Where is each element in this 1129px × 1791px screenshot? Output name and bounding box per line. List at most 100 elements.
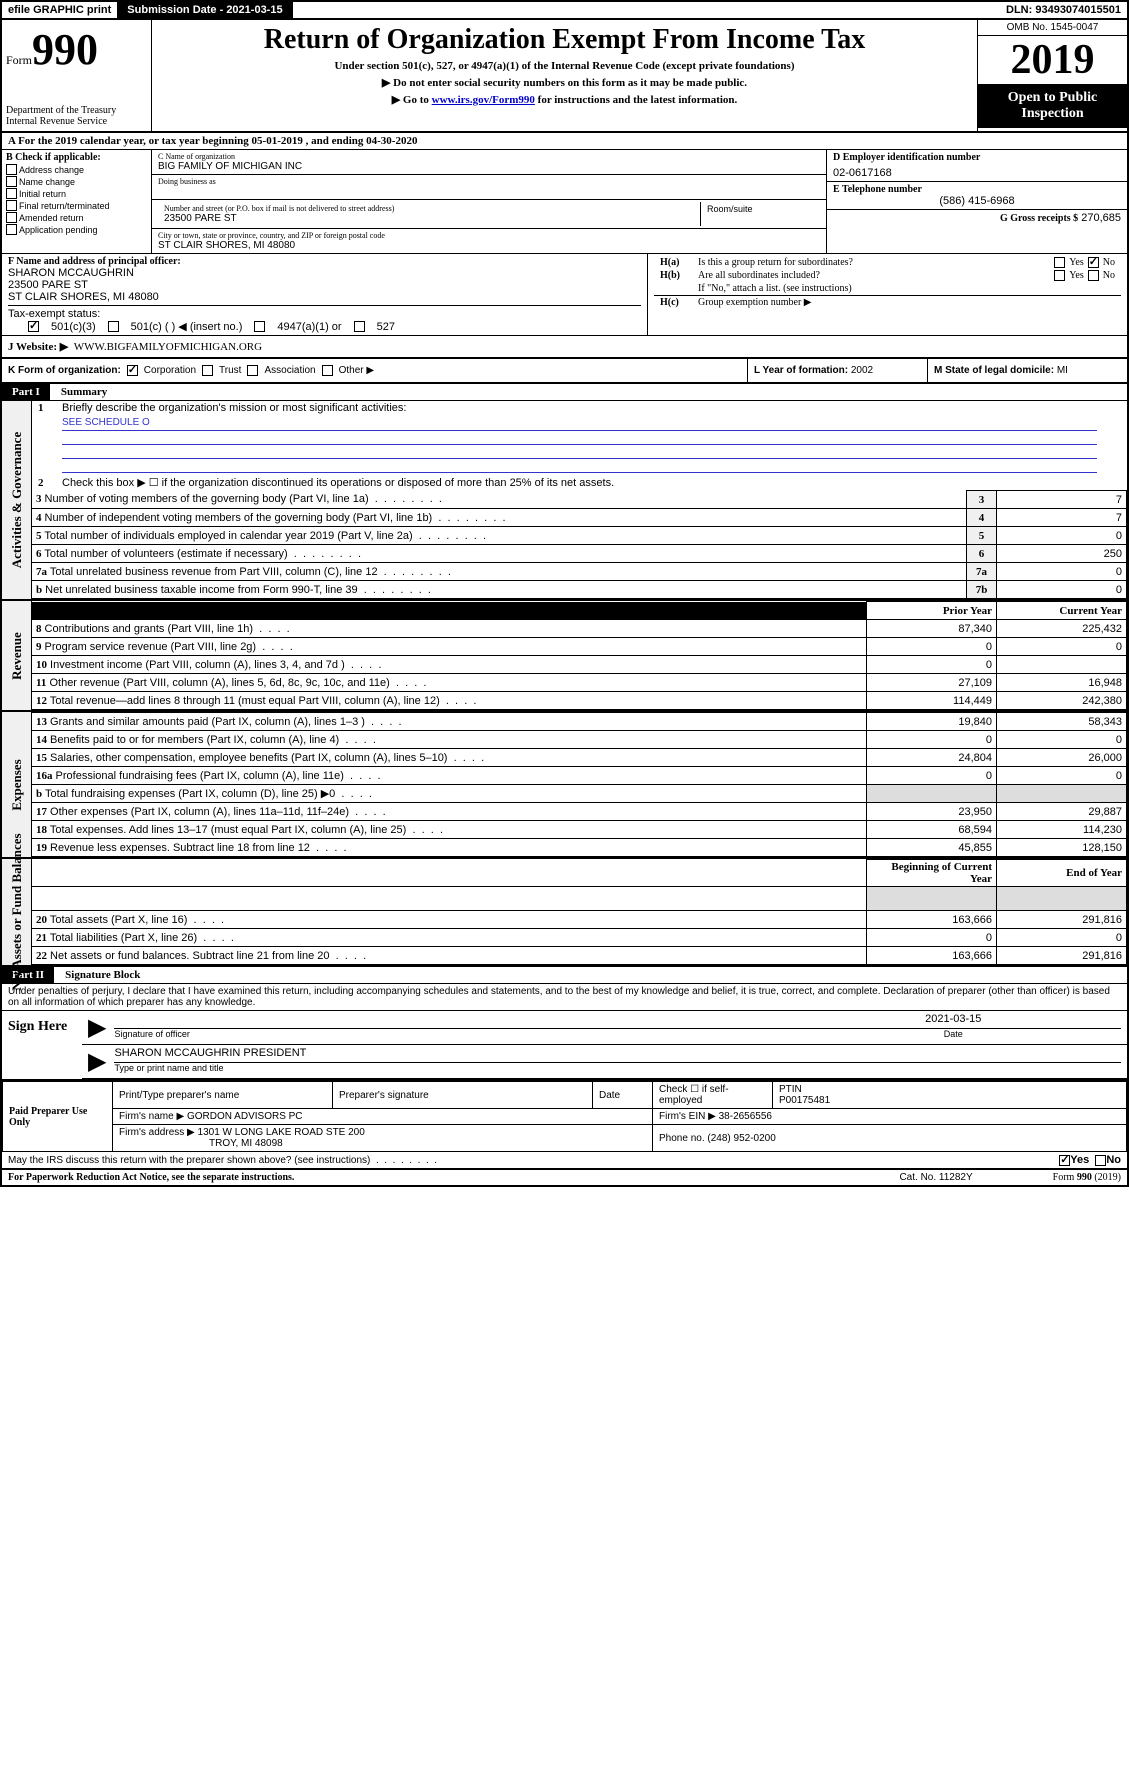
firm-phone: (248) 952-0200 [707, 1133, 775, 1144]
line-19-prior: 45,855 [867, 839, 997, 857]
sig-date: 2021-03-15 [785, 1013, 1121, 1029]
line-13-prior: 19,840 [867, 713, 997, 731]
line-9-current: 0 [997, 638, 1127, 656]
mission-text: SEE SCHEDULE O [62, 417, 1097, 431]
box-b-checkbox-3[interactable] [6, 200, 17, 211]
omb-number: OMB No. 1545-0047 [978, 20, 1127, 36]
form-subtitle: Under section 501(c), 527, or 4947(a)(1)… [162, 60, 967, 72]
instr-goto: ▶ Go to www.irs.gov/Form990 for instruct… [162, 93, 967, 106]
city-label: City or town, state or province, country… [158, 231, 820, 240]
instructions-link[interactable]: www.irs.gov/Form990 [432, 94, 535, 106]
side-governance: Activities & Governance [9, 432, 25, 568]
hb-yes-checkbox[interactable] [1054, 270, 1065, 281]
line-19-current: 128,150 [997, 839, 1127, 857]
perjury-declaration: Under penalties of perjury, I declare th… [2, 984, 1127, 1011]
box-b-checkbox-4[interactable] [6, 212, 17, 223]
501c-checkbox[interactable] [108, 321, 119, 332]
line-14-current: 0 [997, 731, 1127, 749]
tax-period: A For the 2019 calendar year, or tax yea… [2, 133, 1127, 150]
year-formation: 2002 [851, 365, 873, 376]
box-b-checkbox-5[interactable] [6, 224, 17, 235]
street-address: 23500 PARE ST [164, 213, 694, 224]
gross-receipts-value: 270,685 [1081, 212, 1121, 224]
501c3-checkbox[interactable] [28, 321, 39, 332]
line-4-value: 7 [997, 509, 1127, 527]
line-15-current: 26,000 [997, 749, 1127, 767]
line-12-current: 242,380 [997, 692, 1127, 710]
officer-name: SHARON MCCAUGHRIN [8, 267, 641, 279]
box-b-checkbox-1[interactable] [6, 176, 17, 187]
gross-receipts-label: G Gross receipts $ [1000, 213, 1078, 224]
line-17-current: 29,887 [997, 803, 1127, 821]
box-b-checkbox-2[interactable] [6, 188, 17, 199]
form-label: Form [6, 53, 32, 67]
firm-name: GORDON ADVISORS PC [187, 1111, 303, 1122]
527-checkbox[interactable] [354, 321, 365, 332]
line-20-current: 291,816 [997, 911, 1127, 929]
ha-yes-checkbox[interactable] [1054, 257, 1065, 268]
firm-address: 1301 W LONG LAKE ROAD STE 200 [198, 1127, 365, 1138]
line-22-current: 291,816 [997, 947, 1127, 965]
ein-value: 02-0617168 [833, 163, 1121, 179]
tax-exempt-label: Tax-exempt status: [8, 308, 100, 320]
line-b-current [997, 785, 1127, 803]
k-corp-checkbox[interactable] [127, 365, 138, 376]
officer-addr1: 23500 PARE ST [8, 279, 641, 291]
box-b-checkbox-0[interactable] [6, 164, 17, 175]
dept-label: Department of the Treasury Internal Reve… [6, 105, 147, 127]
line-9-prior: 0 [867, 638, 997, 656]
discuss-no-checkbox[interactable] [1095, 1155, 1106, 1166]
line-15-prior: 24,804 [867, 749, 997, 767]
phone-label: E Telephone number [833, 184, 1121, 195]
submission-date: Submission Date - 2021-03-15 [117, 2, 292, 18]
sign-here-label: Sign Here [2, 1011, 82, 1079]
instr-ssn: ▶ Do not enter social security numbers o… [162, 76, 967, 89]
phone-value: (586) 415-6968 [833, 195, 1121, 207]
line-8-prior: 87,340 [867, 620, 997, 638]
officer-printed-name: SHARON MCCAUGHRIN PRESIDENT [114, 1047, 1121, 1063]
part1-title: Summary [53, 386, 107, 398]
org-name: BIG FAMILY OF MICHIGAN INC [158, 161, 820, 172]
officer-label: F Name and address of principal officer: [8, 256, 641, 267]
discuss-question: May the IRS discuss this return with the… [8, 1155, 1059, 1166]
line-8-current: 225,432 [997, 620, 1127, 638]
line-b-prior [867, 785, 997, 803]
dln: DLN: 93493074015501 [1000, 2, 1127, 18]
dba-label: Doing business as [158, 177, 820, 186]
side-expenses: Expenses [9, 759, 25, 810]
state-domicile: MI [1057, 365, 1068, 376]
discuss-yes-checkbox[interactable] [1059, 1155, 1070, 1166]
line-14-prior: 0 [867, 731, 997, 749]
line-11-prior: 27,109 [867, 674, 997, 692]
line-10-current [997, 656, 1127, 674]
firm-ein: 38-2656556 [719, 1111, 772, 1122]
ein-label: D Employer identification number [833, 152, 1121, 163]
open-inspection: Open to Public Inspection [978, 84, 1127, 128]
paid-preparer-label: Paid Preparer Use Only [3, 1082, 113, 1152]
line-21-prior: 0 [867, 929, 997, 947]
line-16a-current: 0 [997, 767, 1127, 785]
line-17-prior: 23,950 [867, 803, 997, 821]
line-12-prior: 114,449 [867, 692, 997, 710]
line-6-value: 250 [997, 545, 1127, 563]
line-5-value: 0 [997, 527, 1127, 545]
line-3-value: 7 [997, 491, 1127, 509]
efile-label: efile GRAPHIC print [2, 2, 117, 18]
org-name-label: C Name of organization [158, 152, 820, 161]
part1-header: Part I [2, 384, 50, 400]
website-value: WWW.BIGFAMILYOFMICHIGAN.ORG [74, 341, 262, 353]
hb-no-checkbox[interactable] [1088, 270, 1099, 281]
addr-label: Number and street (or P.O. box if mail i… [164, 204, 694, 213]
k-assoc-checkbox[interactable] [247, 365, 258, 376]
4947-checkbox[interactable] [254, 321, 265, 332]
line-7b-value: 0 [997, 581, 1127, 599]
paperwork-notice: For Paperwork Reduction Act Notice, see … [8, 1172, 899, 1183]
k-other-checkbox[interactable] [322, 365, 333, 376]
side-revenue: Revenue [9, 632, 25, 680]
ptin: P00175481 [779, 1095, 1120, 1106]
ha-no-checkbox[interactable] [1088, 257, 1099, 268]
k-trust-checkbox[interactable] [202, 365, 213, 376]
line-18-prior: 68,594 [867, 821, 997, 839]
room-suite-label: Room/suite [700, 202, 820, 226]
line-13-current: 58,343 [997, 713, 1127, 731]
